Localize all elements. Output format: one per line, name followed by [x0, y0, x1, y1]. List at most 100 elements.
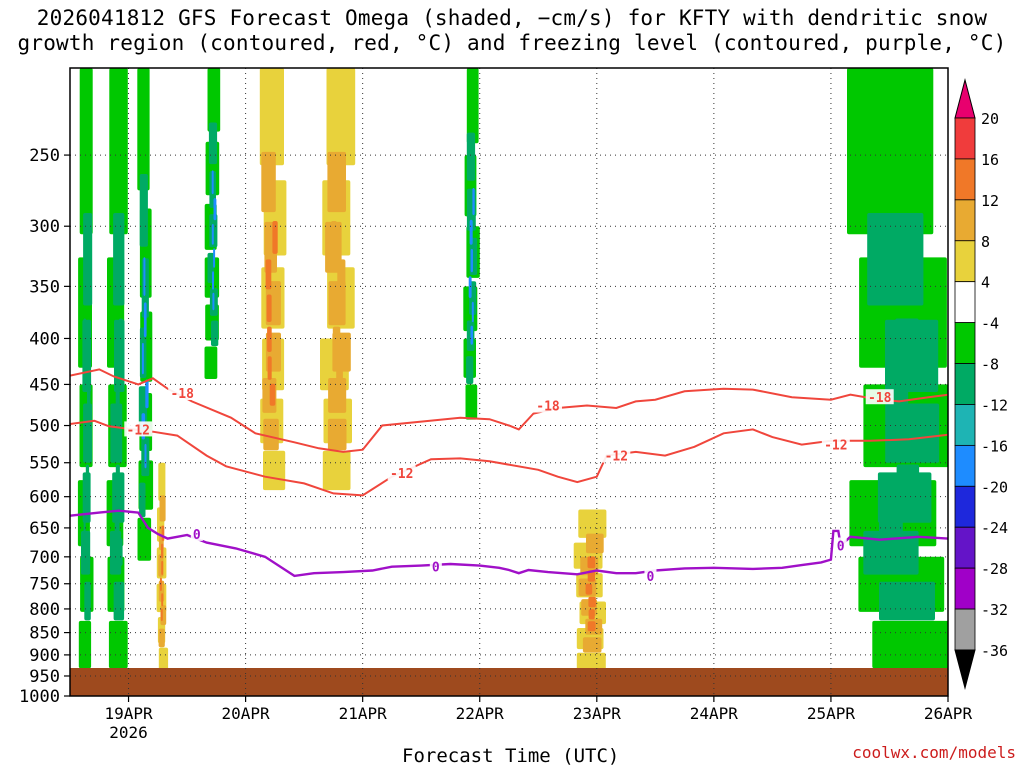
y-tick-label: 500 — [29, 417, 60, 437]
omega-cell — [266, 294, 272, 322]
omega-cell — [204, 346, 218, 379]
colorbar-label: 8 — [981, 233, 990, 251]
colorbar-bin — [954, 444, 976, 487]
omega-cell — [466, 68, 479, 144]
omega-cell — [84, 421, 88, 459]
contour-label: -18 — [868, 391, 892, 406]
contour-label-bg — [821, 436, 850, 452]
colorbar-bin — [954, 526, 976, 569]
omega-cell — [465, 384, 478, 420]
ground-below-surface — [70, 668, 948, 696]
omega-cell — [331, 383, 339, 406]
omega-cell — [145, 379, 149, 409]
colorbar-label: -12 — [981, 396, 1008, 414]
chart-title-line-1: 2026041812 GFS Forecast Omega (shaded, −… — [36, 6, 988, 30]
omega-cell — [879, 581, 935, 621]
omega-cell — [272, 221, 278, 254]
omega-cell — [332, 326, 341, 352]
credit-link[interactable]: coolwx.com/models — [852, 743, 1016, 762]
omega-feature-8 — [573, 509, 607, 673]
y-axis: 2503003504004505005506006507007508008509… — [19, 146, 70, 707]
omega-cell — [115, 421, 119, 459]
omega-feature-4 — [204, 68, 221, 379]
omega-cell — [326, 68, 356, 166]
contour-label-bg — [168, 384, 197, 400]
contour-label-bg — [534, 397, 563, 413]
omega-cell — [896, 464, 920, 498]
omega-cell — [108, 620, 128, 669]
omega-cell — [159, 577, 162, 591]
omega-cell — [158, 647, 169, 672]
colorbar-bin — [954, 322, 976, 364]
contour-label: -18 — [536, 400, 560, 415]
omega-cell — [84, 538, 89, 566]
omega-cell — [886, 373, 909, 415]
freezing-level-contour-0 — [70, 509, 948, 578]
omega-cell — [83, 318, 87, 366]
omega-cell — [472, 188, 475, 216]
colorbar-bin — [954, 158, 976, 201]
colorbar-bin — [954, 240, 976, 283]
omega-cell — [208, 122, 218, 165]
omega-cell — [144, 443, 147, 469]
omega-cell — [466, 356, 474, 384]
omega-feature-1 — [106, 68, 128, 669]
y-tick-label: 650 — [29, 519, 60, 539]
x-tick-label: 23APR — [573, 704, 622, 723]
contour-label: 0 — [837, 540, 845, 555]
omega-cell — [267, 356, 272, 380]
y-tick-label: 850 — [29, 624, 60, 644]
y-tick-label: 600 — [29, 488, 60, 508]
y-tick-label: 950 — [29, 667, 60, 687]
contour-label-bg — [834, 537, 847, 553]
x-tick-label: 20APR — [222, 704, 271, 723]
omega-cell — [211, 224, 214, 245]
x-tick-label: 24APR — [690, 704, 739, 723]
omega-cell — [117, 538, 123, 566]
omega-cell — [468, 276, 472, 298]
omega-cell — [161, 543, 164, 559]
colorbar-label: 20 — [981, 110, 999, 128]
omega-cell — [212, 271, 214, 290]
omega-cell — [327, 151, 346, 213]
colorbar-label: 16 — [981, 151, 999, 169]
y-tick-label: 1000 — [19, 687, 60, 707]
omega-cell — [79, 68, 93, 235]
omega-cell — [895, 318, 919, 366]
y-tick-label: 550 — [29, 454, 60, 474]
plot-frame — [69, 67, 949, 697]
contour-label: -12 — [605, 450, 628, 465]
omega-cell — [158, 462, 166, 501]
contour-label: -18 — [170, 387, 194, 402]
omega-cell — [469, 219, 473, 245]
contour-label: -12 — [390, 467, 413, 482]
omega-cell — [159, 495, 166, 522]
omega-cell — [336, 356, 343, 380]
omega-cell — [588, 609, 595, 620]
y-tick-label: 900 — [29, 646, 60, 666]
contour-label: -12 — [824, 439, 847, 454]
y-tick-label: 800 — [29, 600, 60, 620]
omega-cell — [118, 318, 124, 366]
omega-cell — [158, 628, 165, 648]
omega-cell — [327, 418, 347, 451]
omega-cell — [466, 132, 476, 181]
colorbar-label: -36 — [981, 642, 1008, 660]
omega-cell — [261, 151, 276, 213]
dgz-contour--12 — [70, 419, 948, 497]
omega-cell — [337, 259, 346, 290]
contour-label-bg — [190, 525, 203, 541]
omega-cell — [585, 583, 593, 595]
omega-cell — [78, 620, 92, 669]
contour-label: 0 — [647, 570, 655, 585]
omega-cell — [267, 326, 272, 352]
omega-cell — [139, 174, 148, 247]
omega-cell — [139, 482, 146, 518]
omega-cell — [211, 320, 219, 347]
omega-cell — [137, 68, 150, 191]
x-tick-label: 21APR — [339, 704, 388, 723]
x-tick-label: 22APR — [456, 704, 505, 723]
omega-cell — [587, 621, 596, 632]
x-axis-title: Forecast Time (UTC) — [402, 745, 620, 767]
omega-feature-7 — [463, 68, 480, 420]
